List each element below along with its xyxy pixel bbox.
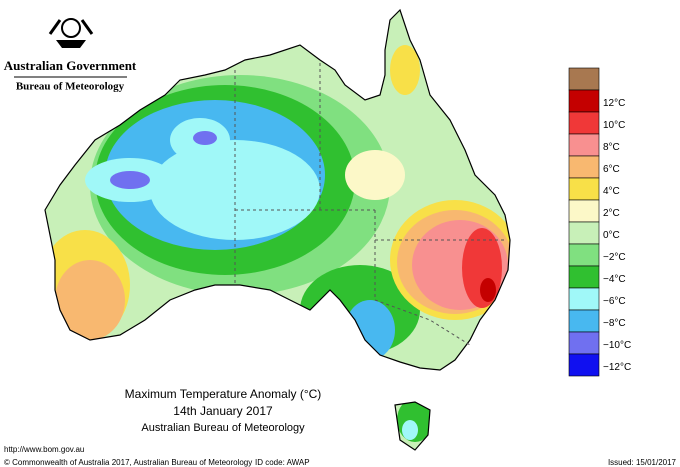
legend-swatch [568,111,600,135]
legend-label: −6°C [603,296,626,307]
legend-swatch [568,265,600,289]
government-name: Australian Government [4,58,137,73]
legend-label: 12°C [603,98,625,109]
legend-swatch [568,177,600,201]
legend-swatch [568,243,600,267]
copyright: © Commonwealth of Australia 2017, Austra… [4,458,252,467]
legend-label: 0°C [603,230,620,241]
map-date: 14th January 2017 [173,404,273,418]
legend-swatch [568,133,600,157]
map-source: Australian Bureau of Meteorology [141,422,305,434]
map-title: Maximum Temperature Anomaly (°C) [125,387,322,401]
legend-swatch [568,89,600,113]
legend-swatch [568,287,600,311]
legend-swatch [568,353,600,377]
legend-label: 10°C [603,120,625,131]
legend-label: −10°C [603,340,631,351]
url: http://www.bom.gov.au [4,445,84,454]
legend-label: 8°C [603,142,620,153]
legend-label: 2°C [603,208,620,219]
id-code: ID code: AWAP [255,458,310,467]
legend-swatch [568,221,600,245]
legend-swatch [568,199,600,223]
crest [48,18,94,48]
legend-label: 6°C [603,164,620,175]
bureau-name: Bureau of Meteorology [16,81,125,93]
legend: 12°C 10°C 8°C 6°C 4°C 2°C 0°C −2°C −4°C −6°C −8°C −… [568,67,631,377]
legend-swatch [568,155,600,179]
legend-label: −4°C [603,274,626,285]
legend-swatch [568,67,600,91]
legend-label: −12°C [603,362,631,373]
legend-label: −2°C [603,252,626,263]
legend-label: 4°C [603,186,620,197]
legend-swatch [568,331,600,355]
legend-swatch [568,309,600,333]
issued: Issued: 15/01/2017 [608,458,677,467]
state-borders [234,60,505,346]
legend-label: −8°C [603,318,626,329]
